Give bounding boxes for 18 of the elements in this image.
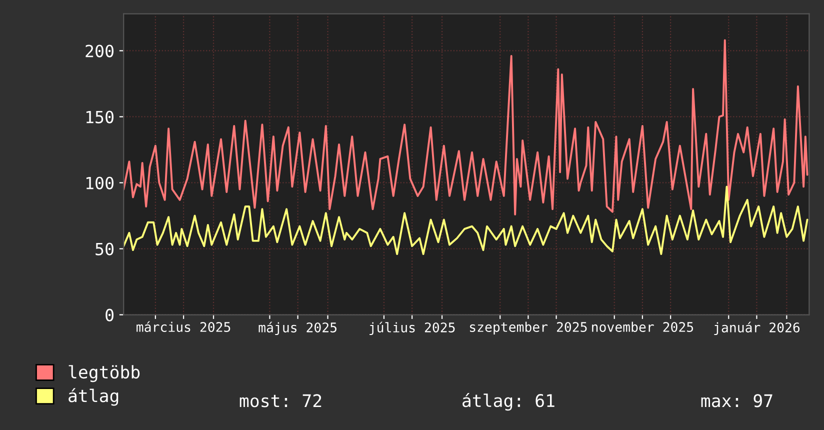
y-tick-label: 100	[86, 176, 114, 190]
line-series	[124, 186, 808, 256]
x-tick-label: november 2025	[592, 322, 694, 332]
text: most: 72	[240, 394, 322, 408]
y-tick-label: 150	[86, 110, 114, 124]
legend-label: átlag	[68, 388, 118, 406]
text: átlag: 61	[462, 393, 554, 411]
y-tick-label: 50	[96, 242, 114, 256]
y-tick-label: 200	[86, 44, 114, 58]
x-tick-label: szeptember 2025	[470, 322, 587, 335]
x-tick-label: március 2025	[136, 321, 230, 332]
x-tick-label: május 2025	[258, 322, 336, 335]
x-tick-label: január 2026	[714, 322, 800, 335]
text: max: 97	[701, 394, 772, 408]
legend-label: legtöbb	[68, 365, 140, 382]
x-tick-label: július 2025	[370, 322, 455, 335]
line-series	[124, 39, 808, 216]
y-tick-label: 0	[106, 308, 114, 322]
